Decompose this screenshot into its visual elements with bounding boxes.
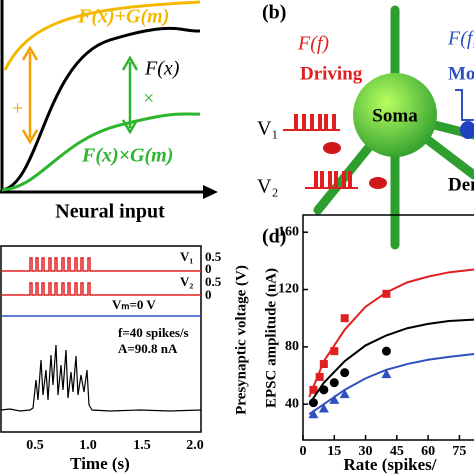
- spike-train: [283, 114, 340, 131]
- mod-signal: [455, 89, 474, 121]
- function-label: F(f,: [447, 28, 474, 50]
- input-label: V₁: [257, 118, 278, 140]
- operator: ×: [143, 88, 154, 110]
- soma: [353, 73, 437, 157]
- operator: +: [12, 98, 23, 120]
- fit-line: [308, 353, 474, 416]
- x-tick-label: 30: [359, 444, 373, 459]
- annotation: A=90.8 nA: [118, 341, 178, 356]
- x-tick-label: 0: [300, 444, 307, 459]
- point: [329, 394, 340, 404]
- point: [319, 360, 328, 369]
- plot-frame: [0, 245, 202, 433]
- x-tick-label: 60: [421, 444, 435, 459]
- tick-label: 2.0: [186, 438, 204, 453]
- tick-label: 0: [205, 287, 212, 302]
- spike-train: [305, 171, 358, 189]
- plot-frame: [302, 214, 474, 441]
- tick-label: 0.5: [26, 438, 44, 453]
- arrow-head: [21, 45, 39, 145]
- point: [329, 378, 339, 388]
- curve: [1, 112, 201, 192]
- voltage-trace: [1, 257, 201, 272]
- point: [382, 289, 391, 298]
- input-type: Driving: [300, 63, 363, 84]
- curve-label: F(x)+G(m): [77, 6, 169, 28]
- axis-label: Presynaptic voltage (V): [233, 265, 249, 415]
- curve-label: F(x): [144, 58, 180, 80]
- synapse: [460, 121, 474, 139]
- panel-d: (d) EPSC amplitude (nA) Rate (spikes/ 40…: [262, 214, 474, 474]
- axis-label: Neural input: [55, 201, 165, 223]
- input-label: V₂: [257, 176, 278, 198]
- point: [381, 369, 392, 379]
- annotation: Vₘ=0 V: [112, 297, 156, 312]
- trace-label: V₂: [180, 274, 193, 289]
- function-label: F(f): [297, 33, 329, 55]
- point: [315, 372, 324, 381]
- point: [318, 403, 329, 413]
- panel-label: (b): [262, 2, 286, 24]
- curve-label: F(x)×G(m): [81, 145, 173, 167]
- panel-label: (d): [262, 226, 286, 248]
- x-tick-label: 15: [327, 444, 341, 459]
- synapse: [369, 177, 387, 189]
- synapse: [323, 142, 341, 154]
- tick-label: 1.0: [79, 438, 97, 453]
- soma-label: Soma: [372, 105, 418, 126]
- y-tick-label: 80: [285, 339, 299, 354]
- current-trace: [0, 344, 202, 412]
- y-tick-label: 160: [278, 224, 299, 239]
- tick-label: 0.5: [205, 249, 222, 264]
- y-tick-label: 120: [278, 282, 299, 297]
- axis-label: Rate (spikes/: [343, 455, 436, 474]
- panel-c: V₁ V₂ 0.5 0 0.5 0 Vₘ=0 V f=40 spikes/s A…: [0, 245, 249, 473]
- point: [381, 346, 391, 356]
- curve: [1, 26, 201, 192]
- tick-label: 0: [205, 261, 212, 276]
- axis-arrow: [203, 185, 218, 199]
- x-tick-label: 45: [390, 444, 404, 459]
- fit-line: [308, 268, 474, 398]
- point: [330, 347, 339, 356]
- point: [339, 389, 350, 399]
- x-tick-label: 75: [452, 444, 466, 459]
- trace-label: V₁: [180, 249, 193, 264]
- axis-label: EPSC amplitude (nA): [263, 268, 279, 408]
- dendrite-label: Den: [448, 174, 474, 195]
- point: [309, 385, 318, 394]
- panel-b: (b) Soma F(f) Driving F(f, Mod Den V₁ V₂: [257, 2, 474, 250]
- point: [308, 409, 319, 419]
- axis-label: Time (s): [70, 454, 130, 473]
- input-type: Mod: [448, 63, 474, 84]
- arrow-head: [121, 55, 139, 135]
- point: [340, 368, 350, 378]
- annotation: f=40 spikes/s: [118, 325, 189, 340]
- tick-label: 0.5: [205, 274, 222, 289]
- fit-line: [308, 318, 474, 405]
- y-tick-label: 40: [285, 396, 299, 411]
- point: [340, 314, 349, 323]
- tick-label: 1.5: [133, 438, 151, 453]
- voltage-trace: [1, 282, 201, 296]
- panel-a: F(x)+G(m) F(x) F(x)×G(m) + × Neural inpu…: [0, 0, 218, 223]
- curve: [3, 0, 201, 71]
